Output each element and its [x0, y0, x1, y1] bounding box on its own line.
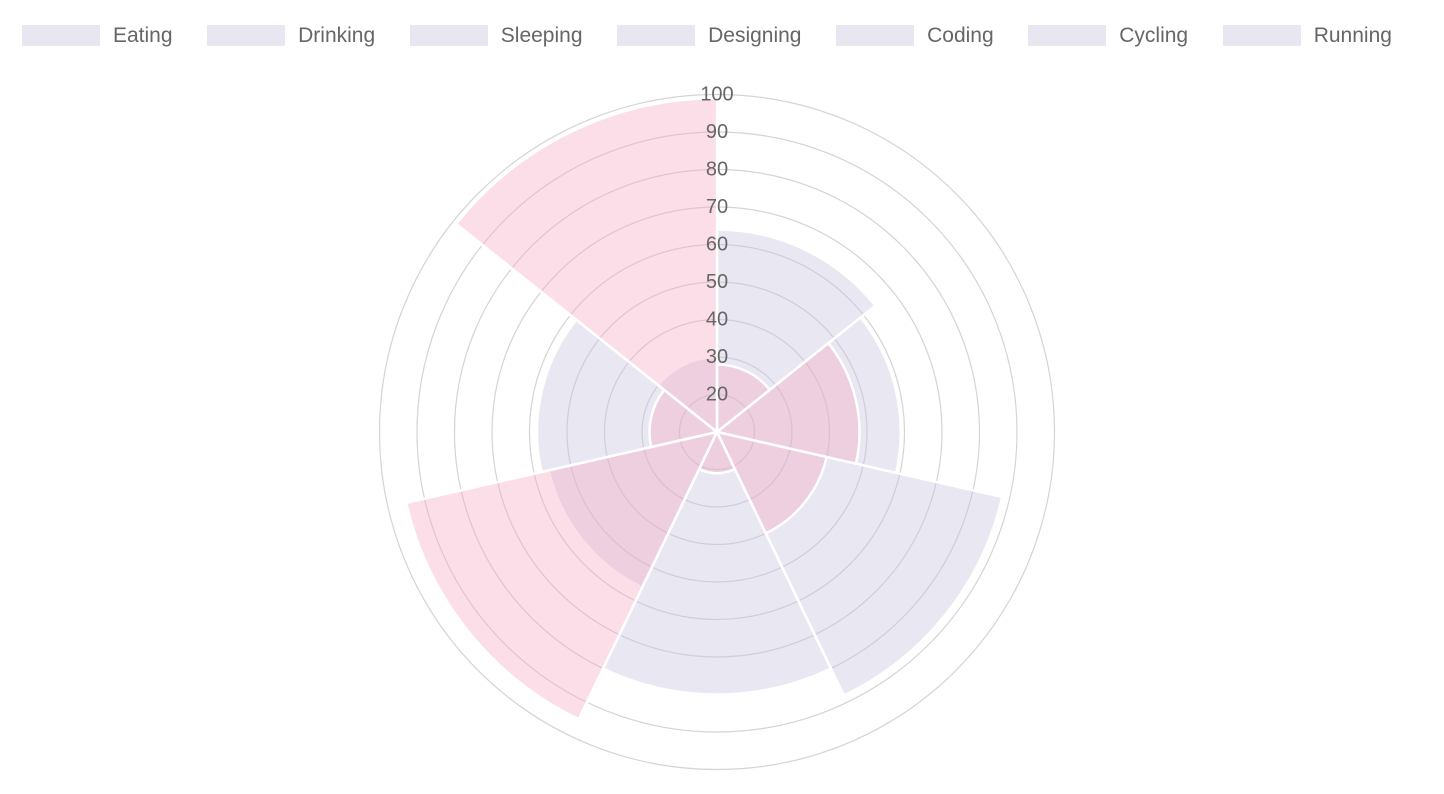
legend-label: Drinking — [298, 24, 376, 47]
legend-swatch — [207, 25, 286, 46]
legend-item-drinking[interactable]: Drinking — [207, 24, 375, 47]
wedge-coding-pink-dataset[interactable] — [404, 430, 719, 721]
radial-tick-label-100: 100 — [700, 84, 733, 106]
chart-legend: Eating Drinking Sleeping Designing Coding Cyc… — [0, 24, 1444, 47]
legend-swatch — [836, 25, 915, 46]
legend-swatch — [22, 25, 100, 46]
radial-tick-label-50: 50 — [706, 271, 728, 293]
legend-label: Cycling — [1119, 24, 1189, 47]
wedge-coding-lavender-dataset[interactable] — [547, 430, 719, 589]
wedge-cycling-lavender-dataset[interactable] — [535, 318, 719, 474]
legend-label: Sleeping — [500, 24, 583, 47]
legend-item-coding[interactable]: Coding — [836, 24, 994, 47]
legend-item-designing[interactable]: Designing — [617, 24, 802, 47]
wedge-sleeping-lavender-dataset[interactable] — [715, 430, 1004, 697]
legend-swatch — [1028, 25, 1107, 46]
radial-tick-label-60: 60 — [706, 234, 728, 256]
radial-tick-label-90: 90 — [706, 121, 728, 143]
wedge-drinking-lavender-dataset[interactable] — [715, 316, 902, 475]
radial-tick-label-20: 20 — [706, 384, 728, 406]
wedge-designing-lavender-dataset[interactable] — [601, 430, 833, 696]
wedge-running-pink-dataset[interactable] — [454, 97, 719, 434]
legend-label: Designing — [708, 24, 802, 47]
wedge-sleeping-pink-dataset[interactable] — [715, 430, 828, 535]
legend-label: Coding — [927, 24, 994, 47]
legend-label: Running — [1313, 24, 1392, 47]
legend-swatch — [617, 25, 696, 46]
radial-tick-label-40: 40 — [706, 309, 728, 331]
legend-item-running[interactable]: Running — [1222, 24, 1392, 47]
legend-item-eating[interactable]: Eating — [22, 24, 173, 47]
grid-ring-100 — [378, 93, 1056, 771]
legend-swatch — [1222, 25, 1301, 46]
radial-tick-label-70: 70 — [706, 196, 728, 218]
radial-tick-label-30: 30 — [706, 346, 728, 368]
legend-item-cycling[interactable]: Cycling — [1028, 24, 1188, 47]
legend-swatch — [409, 25, 488, 46]
legend-label: Eating — [113, 24, 173, 47]
legend-item-sleeping[interactable]: Sleeping — [409, 24, 583, 47]
radial-tick-label-80: 80 — [706, 159, 728, 181]
wedge-eating-lavender-dataset[interactable] — [715, 228, 877, 434]
wedge-running-lavender-dataset[interactable] — [657, 355, 719, 434]
wedge-drinking-pink-dataset[interactable] — [715, 341, 861, 465]
